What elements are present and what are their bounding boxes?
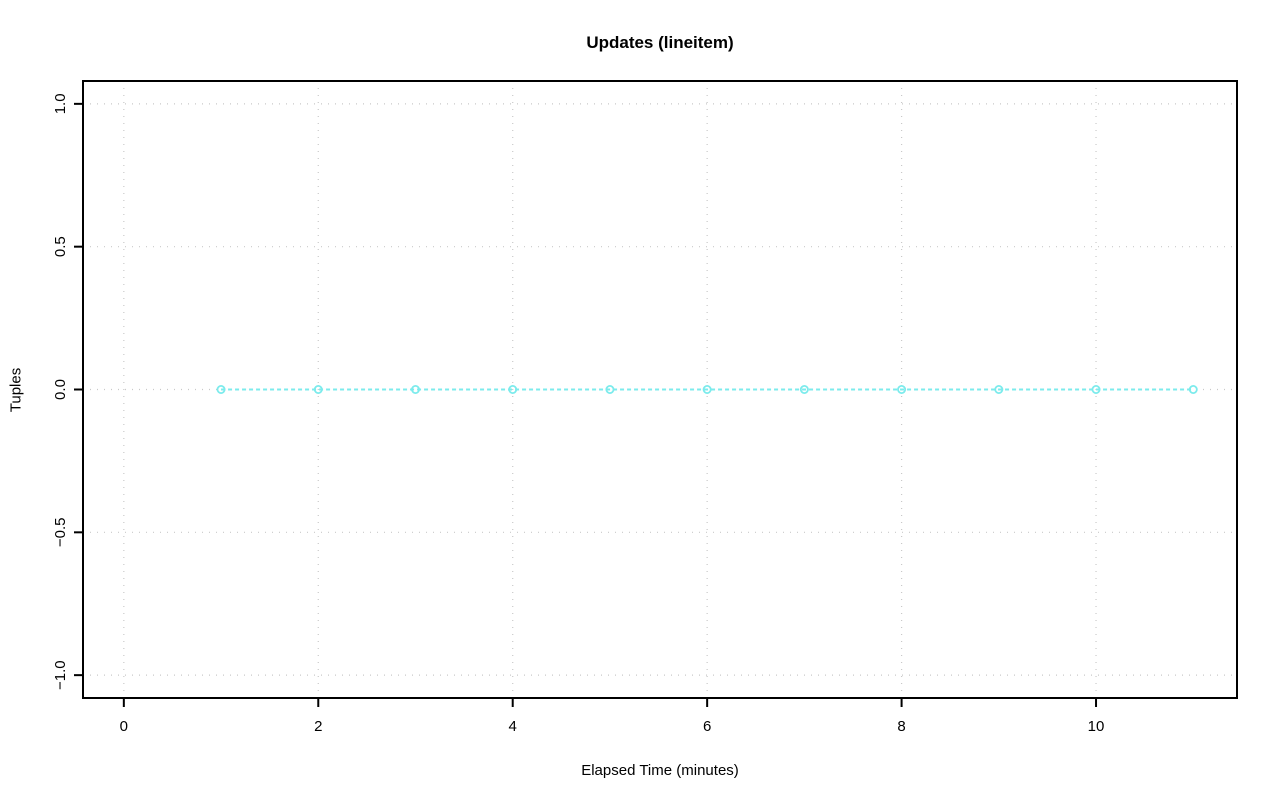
- data-point: [897, 384, 907, 394]
- x-axis-label: Elapsed Time (minutes): [581, 762, 739, 779]
- data-point: [605, 384, 615, 394]
- y-tick-label: 0.0: [52, 379, 69, 400]
- data-point: [994, 384, 1004, 394]
- chart-title: Updates (lineitem): [586, 33, 734, 52]
- x-tick-label: 10: [1088, 718, 1105, 735]
- x-tick-label: 0: [120, 718, 128, 735]
- data-point: [508, 384, 518, 394]
- data-point: [313, 384, 323, 394]
- y-tick-label: −1.0: [52, 660, 69, 690]
- data-point: [702, 384, 712, 394]
- data-point: [799, 384, 809, 394]
- x-tick-label: 2: [314, 718, 322, 735]
- data-point: [216, 384, 226, 394]
- data-point: [1188, 384, 1198, 394]
- data-point: [1091, 384, 1101, 394]
- y-tick-label: −0.5: [52, 518, 69, 548]
- y-tick-label: 1.0: [52, 93, 69, 114]
- x-tick-label: 6: [703, 718, 711, 735]
- data-point: [410, 384, 420, 394]
- y-tick-label: 0.5: [52, 236, 69, 257]
- x-tick-label: 8: [897, 718, 905, 735]
- x-tick-label: 4: [509, 718, 517, 735]
